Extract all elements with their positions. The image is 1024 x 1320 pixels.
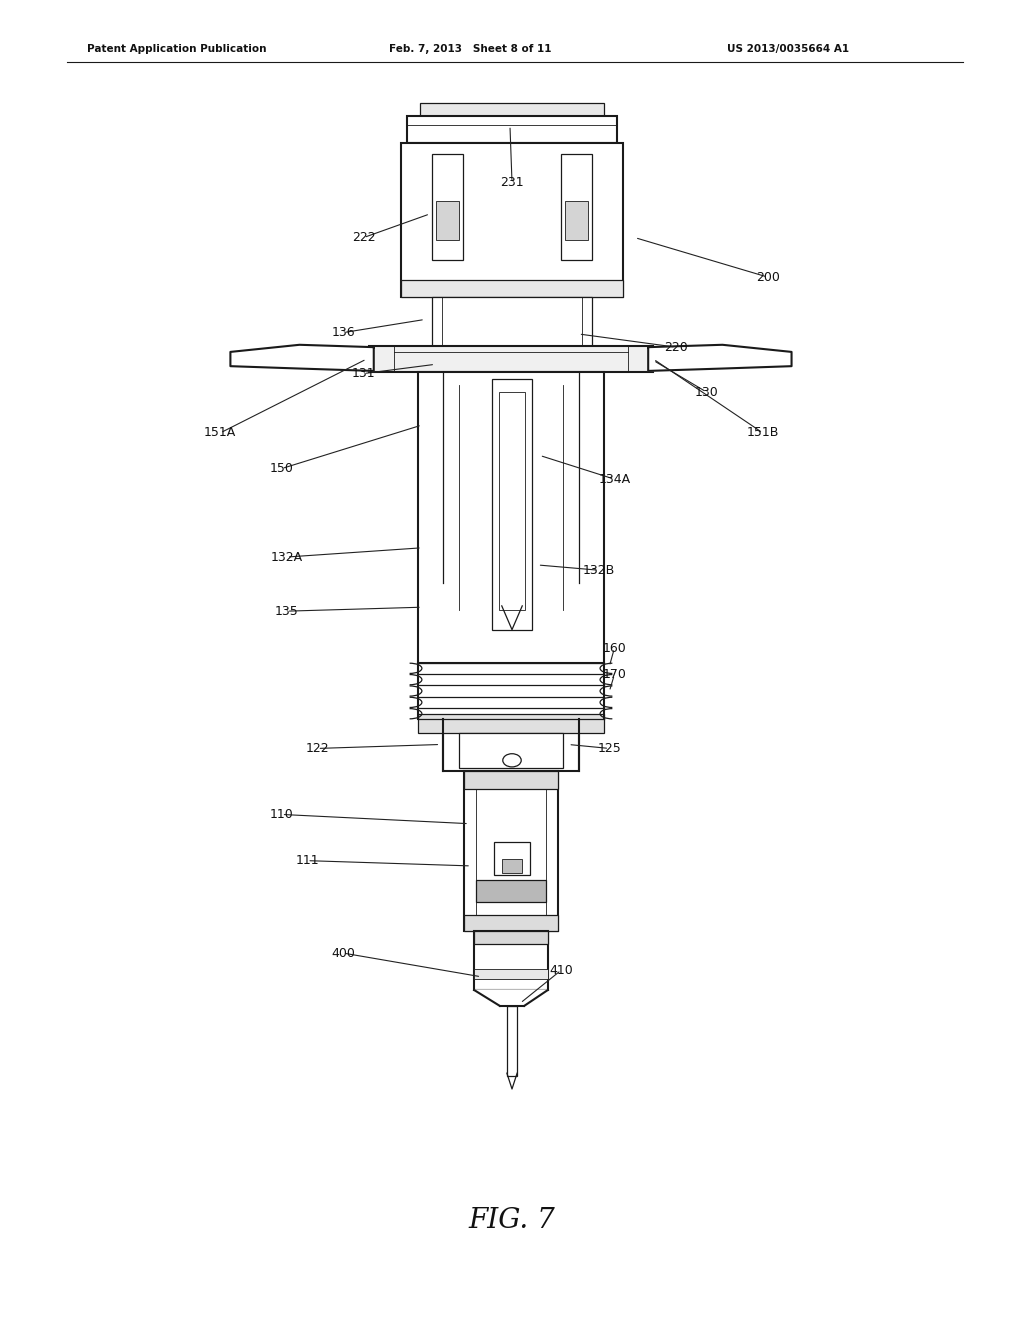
Text: 222: 222 xyxy=(351,231,376,244)
Text: Patent Application Publication: Patent Application Publication xyxy=(87,44,266,54)
Bar xyxy=(369,346,653,372)
Bar xyxy=(474,931,548,990)
Polygon shape xyxy=(230,345,374,371)
Text: 170: 170 xyxy=(602,668,627,681)
Bar xyxy=(464,771,558,789)
Bar xyxy=(418,372,604,663)
Bar xyxy=(476,880,546,902)
Bar xyxy=(459,733,563,768)
Bar xyxy=(499,392,525,610)
Text: 132A: 132A xyxy=(270,550,303,564)
Bar xyxy=(401,143,623,297)
Text: 410: 410 xyxy=(549,964,573,977)
Ellipse shape xyxy=(503,754,521,767)
Polygon shape xyxy=(648,345,792,371)
Text: 400: 400 xyxy=(331,946,355,960)
Bar xyxy=(561,154,592,260)
Bar xyxy=(432,297,592,346)
Text: 110: 110 xyxy=(269,808,294,821)
Bar xyxy=(443,719,579,771)
Text: FIG. 7: FIG. 7 xyxy=(469,1208,555,1234)
Text: 131: 131 xyxy=(351,367,376,380)
Bar xyxy=(418,714,604,733)
Bar xyxy=(502,859,522,873)
Text: 130: 130 xyxy=(694,385,719,399)
Text: 135: 135 xyxy=(274,605,299,618)
Polygon shape xyxy=(474,990,548,1006)
Text: 150: 150 xyxy=(269,462,294,475)
Text: 134A: 134A xyxy=(598,473,631,486)
Text: 122: 122 xyxy=(305,742,330,755)
Text: 125: 125 xyxy=(597,742,622,755)
Bar xyxy=(436,201,459,240)
Bar xyxy=(407,116,617,143)
Text: Feb. 7, 2013   Sheet 8 of 11: Feb. 7, 2013 Sheet 8 of 11 xyxy=(389,44,552,54)
Bar xyxy=(474,931,548,944)
Text: 231: 231 xyxy=(500,176,524,189)
Bar xyxy=(432,154,463,260)
Text: 132B: 132B xyxy=(583,564,615,577)
Bar xyxy=(492,379,532,630)
Text: 160: 160 xyxy=(602,642,627,655)
Bar xyxy=(494,842,530,875)
Bar xyxy=(474,969,548,979)
Bar xyxy=(420,103,604,119)
Text: 200: 200 xyxy=(756,271,780,284)
Bar xyxy=(464,771,558,931)
Text: 151A: 151A xyxy=(204,426,237,440)
Text: 111: 111 xyxy=(295,854,319,867)
Text: US 2013/0035664 A1: US 2013/0035664 A1 xyxy=(727,44,849,54)
Bar xyxy=(565,201,588,240)
Text: 151B: 151B xyxy=(746,426,779,440)
Bar xyxy=(464,915,558,931)
Bar xyxy=(401,280,623,297)
Text: 136: 136 xyxy=(331,326,355,339)
Bar xyxy=(507,1006,517,1076)
Text: 220: 220 xyxy=(664,341,688,354)
